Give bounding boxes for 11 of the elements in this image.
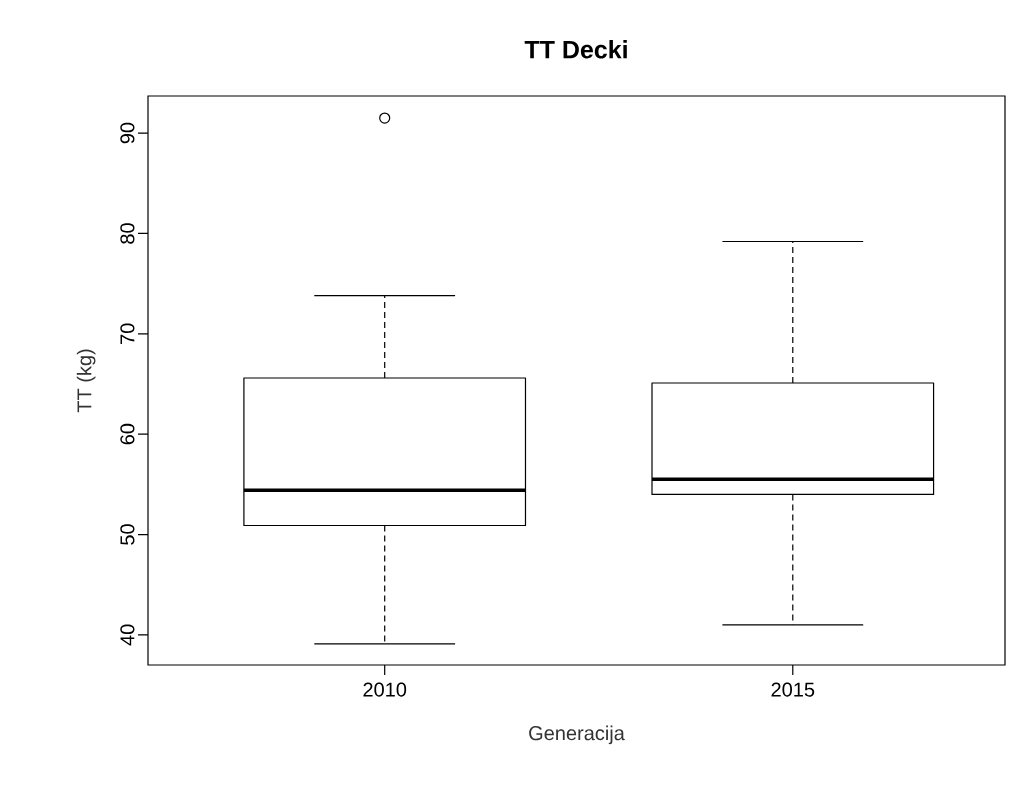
x-tick-label: 2015 [771,682,815,697]
y-tick-label: 90 [120,122,135,144]
y-tick-label: 40 [120,624,135,646]
x-axis-title: Generacija [529,725,625,745]
y-axis-title: TT (kg) [76,349,96,413]
chart-title: TT Decki [524,40,627,59]
x-tick-label: 2010 [363,682,407,697]
y-tick-label: 70 [120,323,135,344]
y-tick-label: 60 [120,423,135,445]
y-tick-label: 50 [120,524,135,545]
y-tick-label: 80 [120,223,135,244]
